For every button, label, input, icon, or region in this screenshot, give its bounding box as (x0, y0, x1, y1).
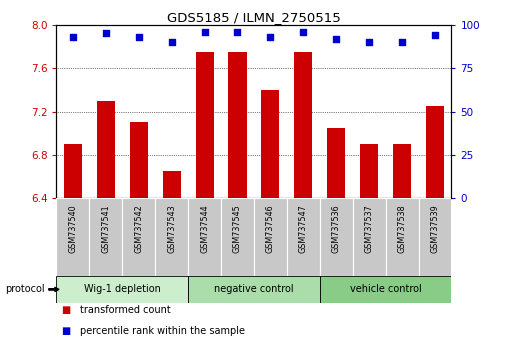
Text: GSM737539: GSM737539 (430, 205, 440, 253)
Bar (426, 106, 444, 198)
Bar (254, 198, 287, 276)
Point (168, 39, 176, 45)
Bar (221, 198, 254, 276)
Text: protocol: protocol (5, 284, 45, 295)
Bar (320, 198, 353, 276)
Bar (188, 198, 221, 276)
Bar (386, 198, 419, 276)
Bar (294, 52, 312, 198)
Text: GSM737547: GSM737547 (299, 205, 308, 253)
Text: GSM737537: GSM737537 (365, 205, 373, 253)
Text: GSM737543: GSM737543 (167, 205, 176, 253)
Point (134, 34, 143, 40)
Bar (122, 198, 155, 276)
Point (266, 34, 274, 40)
Bar (130, 122, 148, 198)
Bar (419, 198, 451, 276)
Title: GDS5185 / ILMN_2750515: GDS5185 / ILMN_2750515 (167, 11, 341, 24)
Bar (320, 276, 451, 303)
Text: GSM737540: GSM737540 (68, 205, 77, 253)
Bar (261, 90, 280, 198)
Bar (195, 52, 213, 198)
Text: Wig-1 depletion: Wig-1 depletion (84, 284, 161, 295)
Point (102, 30, 110, 36)
Point (69, 34, 77, 40)
Point (201, 29, 209, 35)
Bar (163, 171, 181, 198)
Text: ■: ■ (62, 326, 71, 336)
Bar (56, 198, 89, 276)
Point (233, 29, 242, 35)
Bar (64, 144, 82, 198)
Text: transformed count: transformed count (80, 305, 170, 315)
Text: GSM737546: GSM737546 (266, 205, 275, 253)
Bar (188, 276, 320, 303)
Text: GSM737544: GSM737544 (200, 205, 209, 253)
Text: vehicle control: vehicle control (350, 284, 422, 295)
Text: percentile rank within the sample: percentile rank within the sample (80, 326, 245, 336)
Text: negative control: negative control (214, 284, 294, 295)
Text: GSM737538: GSM737538 (398, 205, 407, 253)
Bar (56, 276, 188, 303)
Bar (155, 198, 188, 276)
Bar (97, 101, 115, 198)
Bar (393, 144, 411, 198)
Point (332, 36, 340, 41)
Text: GSM737536: GSM737536 (332, 205, 341, 253)
Bar (228, 52, 247, 198)
Bar (89, 198, 122, 276)
Bar (353, 198, 386, 276)
Text: GSM737541: GSM737541 (101, 205, 110, 253)
Point (431, 32, 439, 38)
Text: ■: ■ (62, 305, 71, 315)
Point (398, 39, 406, 45)
Bar (360, 144, 378, 198)
Point (365, 39, 373, 45)
Point (299, 29, 307, 35)
Bar (287, 198, 320, 276)
Text: GSM737542: GSM737542 (134, 205, 143, 253)
Bar (327, 128, 345, 198)
Text: GSM737545: GSM737545 (233, 205, 242, 253)
